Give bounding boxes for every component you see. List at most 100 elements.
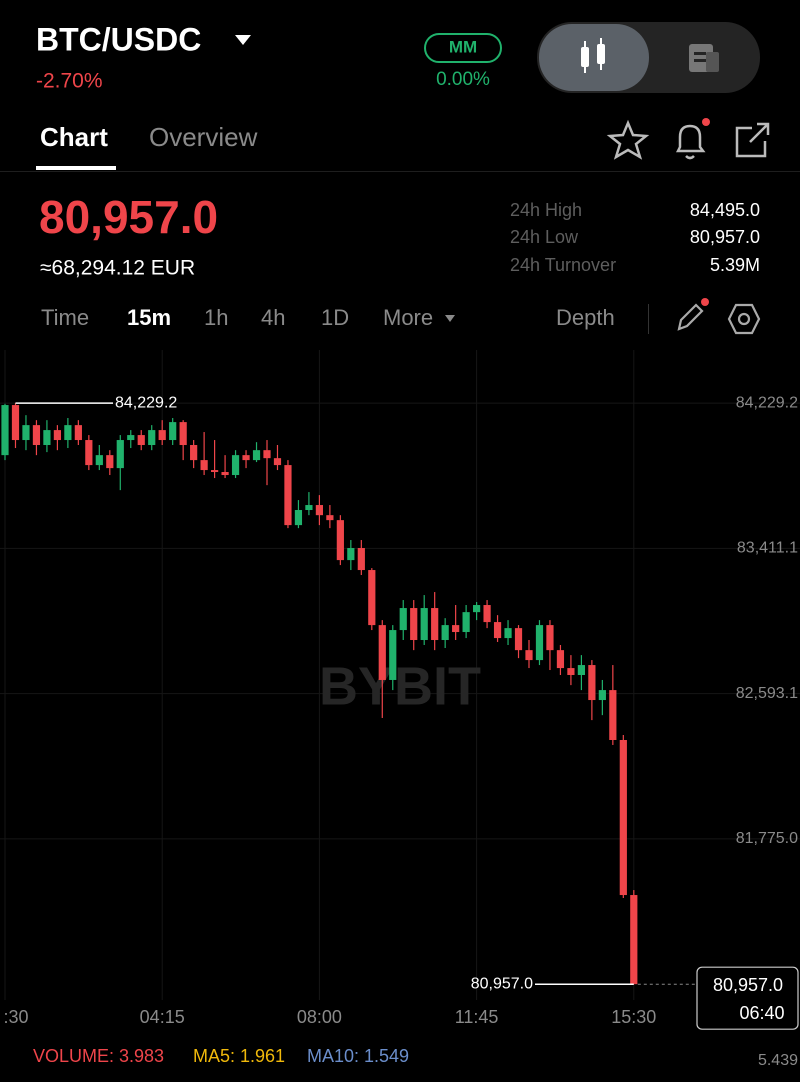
candle-body bbox=[137, 435, 145, 446]
candle-body bbox=[106, 455, 114, 469]
candle-body bbox=[546, 625, 554, 651]
tab-overview[interactable]: Overview bbox=[149, 122, 258, 152]
mm-badge[interactable] bbox=[424, 33, 502, 63]
candle-body bbox=[116, 440, 124, 469]
favorite-icon[interactable] bbox=[606, 119, 650, 160]
watermark: BYBIT bbox=[319, 656, 481, 716]
last-price-box bbox=[696, 966, 799, 1030]
candle-body bbox=[32, 425, 41, 446]
candle-body bbox=[242, 455, 250, 461]
candle-body bbox=[473, 605, 481, 613]
x-tick-label: 08:00 bbox=[297, 1007, 342, 1027]
pair[interactable]: BTC/USDC bbox=[36, 21, 201, 57]
candle-view-button[interactable] bbox=[539, 24, 649, 91]
candle-body bbox=[336, 520, 344, 561]
y-tick-label: 84,229.2 bbox=[736, 394, 798, 411]
x-tick-label: :30 bbox=[3, 1007, 28, 1027]
ma5-label: MA5: 1.961 bbox=[193, 1046, 285, 1066]
candle-body bbox=[441, 625, 449, 641]
settings-icon[interactable] bbox=[727, 303, 761, 335]
candle-body bbox=[410, 608, 418, 641]
candle-body bbox=[53, 430, 61, 441]
chart: 81,775.0 82,593.1 83,411.1 84,229.2 :30 04:15… bbox=[0, 350, 800, 1030]
candle-body bbox=[577, 665, 585, 675]
x-tick-label: 15:30 bbox=[611, 1007, 656, 1027]
fiat-price: ≈68,294.12 EUR bbox=[40, 257, 195, 280]
candle-body bbox=[598, 690, 606, 701]
countdown-label: 06:40 bbox=[739, 1003, 784, 1023]
candle-icon bbox=[581, 38, 605, 73]
candle-body bbox=[567, 668, 575, 675]
candle-body bbox=[179, 422, 187, 446]
interval[interactable]: Time bbox=[41, 305, 89, 330]
candle-body bbox=[74, 425, 82, 441]
candle-body bbox=[263, 450, 271, 459]
candle-body bbox=[11, 405, 20, 441]
candle-body bbox=[252, 450, 261, 461]
draw-icon[interactable] bbox=[677, 303, 704, 331]
volume-label: VOLUME: 3.983 bbox=[33, 1046, 164, 1066]
y-tick-label: 81,775.0 bbox=[736, 830, 798, 847]
last-price: 80,957.0 bbox=[39, 191, 218, 243]
low-marker-label: 80,957.0 bbox=[471, 975, 533, 992]
interval[interactable]: 4h bbox=[261, 305, 285, 330]
candle-body bbox=[231, 455, 240, 476]
alert-dot bbox=[702, 118, 710, 126]
candle-body bbox=[619, 740, 627, 896]
share-icon[interactable] bbox=[735, 122, 770, 158]
candle-body bbox=[43, 430, 51, 446]
x-tick-label: 11:45 bbox=[455, 1007, 499, 1027]
interval[interactable]: 1h bbox=[204, 305, 228, 330]
candle-body bbox=[95, 455, 103, 466]
info-view-button[interactable] bbox=[689, 44, 719, 72]
stat-label: 24h Turnover bbox=[510, 255, 616, 275]
interval[interactable]: 1D bbox=[321, 305, 349, 330]
candle-body bbox=[452, 625, 460, 633]
candle-body bbox=[305, 505, 313, 511]
interval-more[interactable]: More bbox=[383, 305, 433, 330]
candle-body bbox=[535, 625, 544, 661]
volume-axis-label: 5.439 bbox=[758, 1052, 798, 1069]
draw-dot bbox=[701, 298, 709, 306]
candle-body bbox=[315, 505, 323, 516]
candle-body bbox=[211, 470, 219, 473]
candle-body bbox=[630, 895, 638, 985]
candle-body bbox=[347, 548, 355, 561]
stat-value: 80,957.0 bbox=[690, 227, 760, 247]
candle-body bbox=[378, 625, 386, 680]
y-tick-label: 83,411.1 bbox=[737, 540, 798, 557]
last-price-label: 80,957.0 bbox=[713, 975, 783, 995]
high-marker-label: 84,229.2 bbox=[115, 394, 177, 411]
interval-active[interactable]: 15m bbox=[127, 305, 171, 330]
candle-body bbox=[1, 405, 9, 456]
candle-body bbox=[588, 665, 596, 701]
pair-dropdown[interactable] bbox=[235, 35, 251, 45]
tab-underline bbox=[36, 166, 116, 170]
candle-body bbox=[514, 628, 523, 651]
depth-button[interactable]: Depth bbox=[556, 305, 615, 330]
mm-label: MM bbox=[449, 37, 477, 56]
candle-body bbox=[462, 612, 470, 633]
candle-body bbox=[504, 628, 512, 639]
alert-icon[interactable] bbox=[675, 124, 706, 160]
candle-body bbox=[273, 458, 282, 466]
candle-body bbox=[127, 435, 135, 441]
candle-body bbox=[200, 460, 208, 471]
candle-body bbox=[420, 608, 428, 641]
more-arrow bbox=[445, 315, 455, 322]
candle-body bbox=[326, 515, 334, 521]
candle-body bbox=[556, 650, 565, 669]
candle-body bbox=[148, 430, 156, 446]
candle-body bbox=[169, 422, 177, 441]
candle-body bbox=[85, 440, 93, 466]
candle-body bbox=[221, 472, 229, 476]
candle-body bbox=[389, 630, 397, 680]
candle-body bbox=[483, 605, 491, 623]
ma10-label: MA10: 1.549 bbox=[307, 1046, 409, 1066]
y-tick-label: 82,593.1 bbox=[736, 685, 798, 702]
tab-chart[interactable]: Chart bbox=[40, 122, 108, 152]
x-tick-label: 04:15 bbox=[140, 1007, 185, 1027]
stat-label: 24h High bbox=[510, 200, 582, 220]
